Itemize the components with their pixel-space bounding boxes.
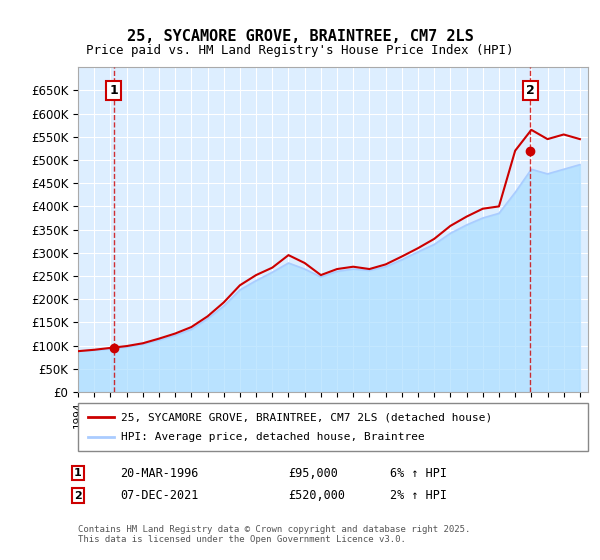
Text: 2% ↑ HPI: 2% ↑ HPI [390, 489, 447, 502]
Text: 20-MAR-1996: 20-MAR-1996 [120, 466, 199, 480]
Text: 25, SYCAMORE GROVE, BRAINTREE, CM7 2LS (detached house): 25, SYCAMORE GROVE, BRAINTREE, CM7 2LS (… [121, 413, 493, 422]
Text: 6% ↑ HPI: 6% ↑ HPI [390, 466, 447, 480]
Text: Price paid vs. HM Land Registry's House Price Index (HPI): Price paid vs. HM Land Registry's House … [86, 44, 514, 57]
Text: 1: 1 [74, 468, 82, 478]
Text: £520,000: £520,000 [288, 489, 345, 502]
Text: HPI: Average price, detached house, Braintree: HPI: Average price, detached house, Brai… [121, 432, 425, 441]
Text: Contains HM Land Registry data © Crown copyright and database right 2025.
This d: Contains HM Land Registry data © Crown c… [78, 525, 470, 544]
Text: 07-DEC-2021: 07-DEC-2021 [120, 489, 199, 502]
Text: 1: 1 [110, 84, 118, 97]
FancyBboxPatch shape [78, 403, 588, 451]
Text: £95,000: £95,000 [288, 466, 338, 480]
Text: 2: 2 [526, 84, 535, 97]
Text: 2: 2 [74, 491, 82, 501]
Text: 25, SYCAMORE GROVE, BRAINTREE, CM7 2LS: 25, SYCAMORE GROVE, BRAINTREE, CM7 2LS [127, 29, 473, 44]
